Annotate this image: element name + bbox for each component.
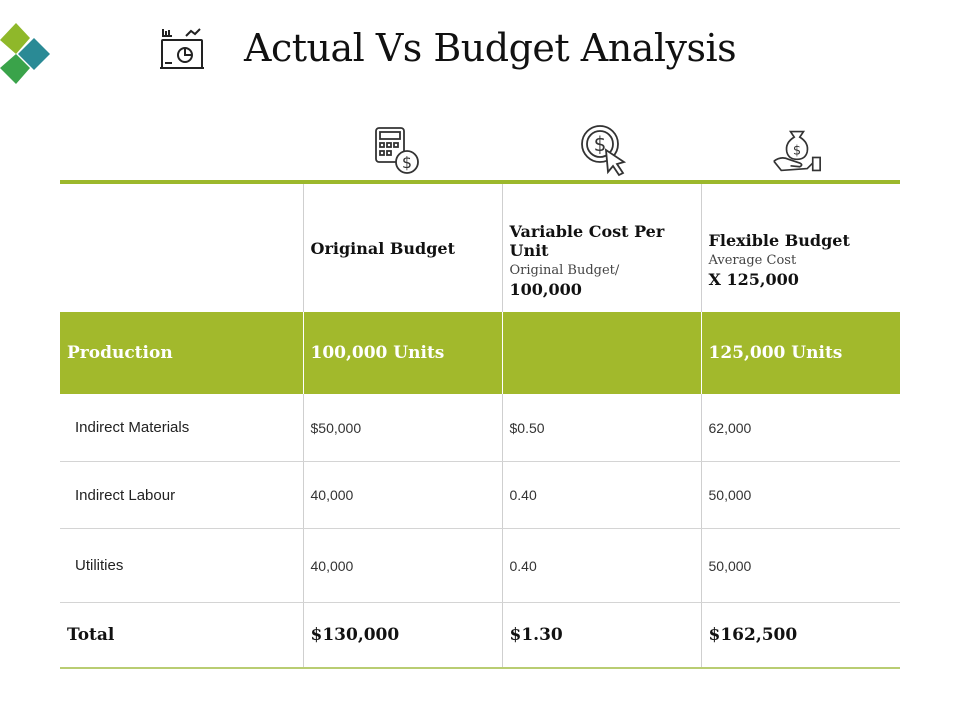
chart-presentation-icon (160, 28, 204, 69)
svg-text:$: $ (594, 132, 607, 156)
header-value: 100,000 (509, 279, 582, 299)
row-original: $50,000 (302, 394, 502, 462)
row-flexible: 50,000 (700, 528, 900, 603)
header-sublabel: Average Cost (708, 253, 797, 268)
production-original: 100,000 Units (302, 312, 502, 394)
row-flexible: 62,000 (700, 394, 900, 462)
table-row: Indirect Labour 40,000 0.40 50,000 (60, 461, 900, 529)
row-flexible: 50,000 (700, 461, 900, 529)
header-label: Flexible Budget (708, 231, 850, 250)
dollar-coin-cursor-icon: $ (581, 125, 627, 177)
header-flexible-budget: Flexible Budget Average Cost X 125,000 (700, 184, 900, 312)
header-value: X 125,000 (708, 270, 799, 289)
table-row: Utilities 40,000 0.40 50,000 (60, 528, 900, 603)
row-label: Indirect Labour (60, 461, 303, 529)
budget-table: Original Budget Variable Cost Per Unit O… (60, 180, 900, 669)
header-original-budget: Original Budget (302, 184, 502, 312)
row-variable: $0.50 (501, 394, 701, 462)
header-label: Original Budget (310, 238, 455, 258)
header-label: Variable Cost Per Unit (509, 221, 665, 260)
row-original: 40,000 (302, 461, 502, 529)
header-empty-cell (60, 184, 303, 312)
total-row: Total $130,000 $1.30 $162,500 (60, 602, 900, 669)
total-flexible: $162,500 (700, 602, 900, 669)
total-variable: $1.30 (501, 602, 701, 669)
production-variable (501, 312, 701, 394)
total-original: $130,000 (302, 602, 502, 669)
row-original: 40,000 (302, 528, 502, 603)
row-label: Utilities (60, 528, 303, 603)
header-variable-cost: Variable Cost Per Unit Original Budget/ … (501, 184, 701, 312)
page-title: Actual Vs Budget Analysis (244, 26, 737, 70)
table-row: Indirect Materials $50,000 $0.50 62,000 (60, 394, 900, 462)
row-variable: 0.40 (501, 461, 701, 529)
row-label: Indirect Materials (60, 394, 303, 462)
production-label: Production (60, 312, 303, 394)
calculator-dollar-icon: $ (375, 127, 419, 174)
production-row: Production 100,000 Units 125,000 Units (60, 312, 900, 394)
row-variable: 0.40 (501, 528, 701, 603)
hand-money-bag-icon: $ (773, 130, 821, 172)
header-sublabel: Original Budget/ (509, 262, 620, 278)
table-header-row: Original Budget Variable Cost Per Unit O… (60, 184, 900, 312)
brand-diamond-logo (0, 23, 50, 84)
table-top-rule (60, 180, 900, 184)
svg-text:$: $ (402, 153, 412, 172)
svg-text:$: $ (793, 144, 801, 159)
production-flexible: 125,000 Units (700, 312, 900, 394)
total-label: Total (60, 602, 303, 669)
